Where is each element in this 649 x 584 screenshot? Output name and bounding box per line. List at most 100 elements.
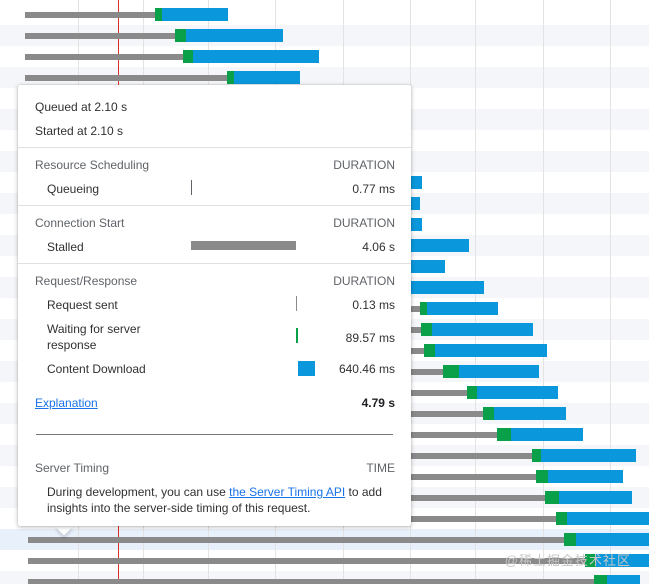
download-segment (607, 575, 640, 584)
download-segment (559, 491, 632, 504)
waiting-segment (410, 411, 483, 417)
ttfb-segment (536, 470, 548, 483)
divider (18, 263, 411, 264)
ttfb-segment (585, 554, 596, 567)
duration-header: DURATION (333, 158, 395, 172)
duration-header: DURATION (333, 216, 395, 230)
ttfb-segment (175, 29, 186, 42)
content-download-bar (298, 361, 315, 376)
waiting-segment (25, 54, 183, 60)
ttfb-segment (483, 407, 494, 420)
download-segment (162, 8, 228, 21)
timing-tooltip: Queued at 2.10 s Started at 2.10 s Resou… (18, 85, 411, 526)
download-segment (576, 533, 649, 546)
server-timing-text-before: During development, you can use (47, 485, 230, 499)
watermark: @稀土掘金技术社区 (504, 553, 631, 568)
row-value-waiting: 89.57 ms (345, 331, 395, 345)
download-segment (410, 218, 422, 231)
request-sent-bar (296, 296, 297, 311)
row-label-request-sent: Request sent (47, 298, 118, 312)
download-segment (193, 50, 319, 63)
download-segment (410, 260, 445, 273)
server-timing-text: During development, you can use the Serv… (47, 485, 382, 499)
download-segment (432, 323, 533, 336)
ttfb-segment (443, 365, 459, 378)
waterfall-row[interactable] (0, 46, 649, 67)
started-at-text: Started at 2.10 s (35, 124, 124, 138)
waiting-segment (410, 474, 536, 480)
row-label-stalled: Stalled (47, 240, 84, 254)
download-segment (541, 449, 636, 462)
section-title-connection-start: Connection Start (35, 216, 125, 230)
server-timing-text-line2: insights into the server-side timing of … (47, 501, 311, 515)
download-segment (435, 344, 547, 357)
ttfb-segment (183, 50, 193, 63)
row-label-content-download: Content Download (47, 362, 146, 376)
waiting-segment (28, 558, 585, 564)
time-header: TIME (366, 461, 395, 475)
download-segment (410, 176, 422, 189)
download-segment (596, 554, 649, 567)
waiting-segment (28, 537, 564, 543)
waterfall-row[interactable] (0, 67, 649, 88)
row-value-content-download: 640.46 ms (338, 362, 395, 376)
download-segment (186, 29, 283, 42)
waiting-segment (410, 495, 545, 501)
stalled-bar (191, 241, 296, 250)
ttfb-segment (467, 386, 477, 399)
download-segment (410, 197, 420, 210)
waiting-segment (28, 579, 594, 584)
ttfb-segment (424, 344, 435, 357)
duration-header: DURATION (333, 274, 395, 288)
row-label-waiting-line2: response (47, 338, 97, 352)
download-segment (567, 512, 649, 525)
download-segment (459, 365, 539, 378)
row-value-stalled: 4.06 s (362, 240, 395, 254)
waiting-segment (25, 33, 175, 39)
download-segment (511, 428, 583, 441)
server-timing-text-after: to add (345, 485, 382, 499)
download-segment (477, 386, 558, 399)
ttfb-segment (497, 428, 511, 441)
section-title-request-response: Request/Response (35, 274, 138, 288)
row-label-waiting-line1: Waiting for server (47, 322, 141, 336)
waiting-bar (296, 328, 298, 343)
waiting-segment (410, 327, 421, 333)
row-value-request-sent: 0.13 ms (352, 298, 395, 312)
queueing-bar (191, 180, 192, 195)
explanation-link[interactable]: Explanation (35, 396, 98, 410)
queued-at-text: Queued at 2.10 s (35, 100, 128, 114)
waiting-segment (410, 390, 467, 396)
download-segment (427, 302, 498, 315)
ttfb-segment (594, 575, 607, 584)
ttfb-segment (545, 491, 559, 504)
download-segment (234, 71, 300, 84)
gridline (610, 0, 611, 584)
ttfb-segment (556, 512, 567, 525)
row-value-queueing: 0.77 ms (352, 182, 395, 196)
ttfb-segment (564, 533, 576, 546)
waiting-segment (25, 12, 155, 18)
download-segment (410, 239, 469, 252)
total-duration: 4.79 s (361, 396, 395, 410)
ttfb-segment (420, 302, 427, 315)
waterfall-row[interactable] (0, 25, 649, 46)
download-segment (548, 470, 623, 483)
ttfb-segment (227, 71, 234, 84)
section-title-resource-scheduling: Resource Scheduling (35, 158, 150, 172)
waiting-segment (410, 348, 424, 354)
divider (36, 434, 393, 435)
waiting-segment (410, 516, 556, 522)
divider (18, 147, 411, 148)
waiting-segment (410, 306, 420, 312)
waiting-segment (410, 369, 443, 375)
waiting-segment (410, 432, 497, 438)
row-label-queueing: Queueing (47, 182, 100, 196)
waiting-segment (25, 75, 227, 81)
server-timing-api-link[interactable]: the Server Timing API (229, 485, 346, 499)
ttfb-segment (155, 8, 162, 21)
ttfb-segment (421, 323, 432, 336)
divider (18, 205, 411, 206)
waiting-segment (410, 453, 532, 459)
section-title-server-timing: Server Timing (35, 461, 110, 475)
